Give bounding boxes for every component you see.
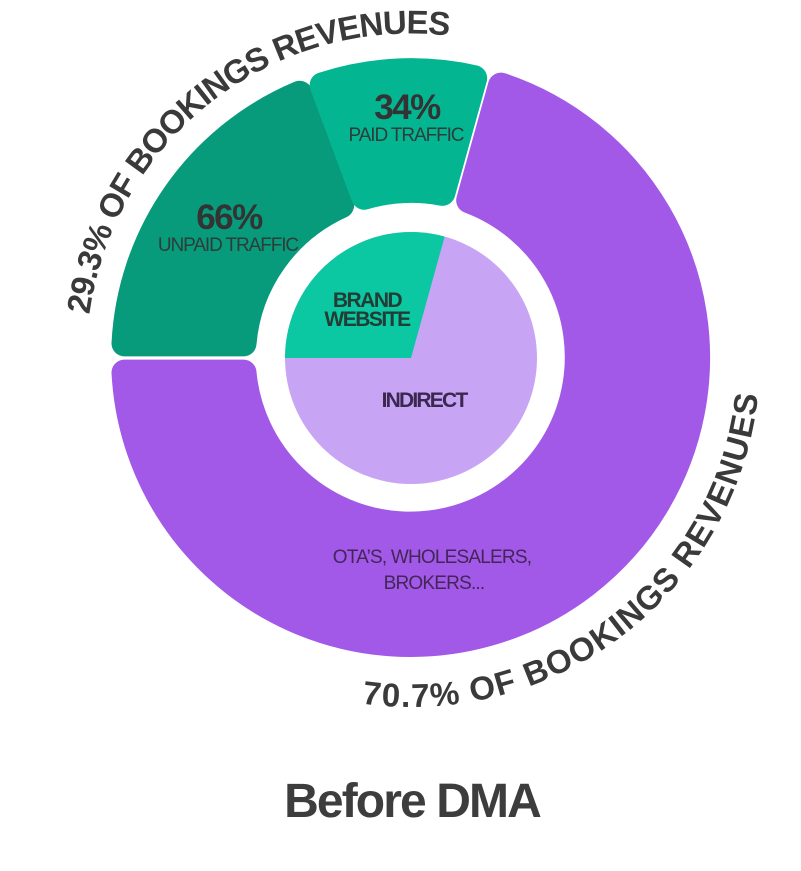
svg-text:OTA’S, WHOLESALERS,: OTA’S, WHOLESALERS, — [333, 547, 531, 568]
svg-text:BROKERS...: BROKERS... — [384, 573, 485, 594]
svg-text:BRAND: BRAND — [333, 289, 403, 312]
svg-text:INDIRECT: INDIRECT — [382, 389, 469, 412]
svg-text:34%: 34% — [374, 88, 441, 127]
svg-text:WEBSITE: WEBSITE — [324, 308, 411, 331]
svg-text:UNPAID TRAFFIC: UNPAID TRAFFIC — [158, 235, 299, 256]
svg-text:Before DMA: Before DMA — [284, 775, 541, 828]
svg-text:PAID TRAFFIC: PAID TRAFFIC — [349, 125, 464, 146]
svg-text:66%: 66% — [196, 198, 263, 237]
